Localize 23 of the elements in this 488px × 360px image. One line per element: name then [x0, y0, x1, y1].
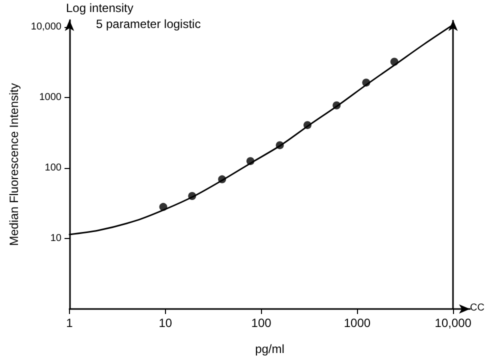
x-tick-label: 1 [66, 316, 74, 330]
y-tick-label: 1000 [39, 92, 62, 103]
x-tick-label: 100 [251, 316, 272, 330]
y-tick-label: 100 [44, 162, 62, 174]
point [246, 157, 254, 166]
x-axis-title: pg/ml [255, 342, 284, 356]
point [303, 121, 312, 130]
y-tick-label: 10,000 [30, 21, 62, 32]
point [332, 101, 341, 110]
point [390, 58, 398, 66]
point [276, 141, 284, 150]
text: Log intensity [66, 1, 134, 15]
y-tick-label: 10 [50, 232, 62, 244]
y-axis-title: Median Fluorescence Intensity [7, 83, 21, 246]
point [188, 192, 196, 200]
point [159, 202, 168, 211]
point [218, 175, 226, 184]
x-tick-label: 1000 [344, 316, 371, 330]
x-tick-label: 10,000 [434, 316, 472, 330]
x-tick-label: 10 [158, 316, 172, 330]
annotation: 5 parameter logistic [96, 17, 201, 31]
annotation: CC [470, 302, 484, 314]
point [362, 78, 370, 87]
